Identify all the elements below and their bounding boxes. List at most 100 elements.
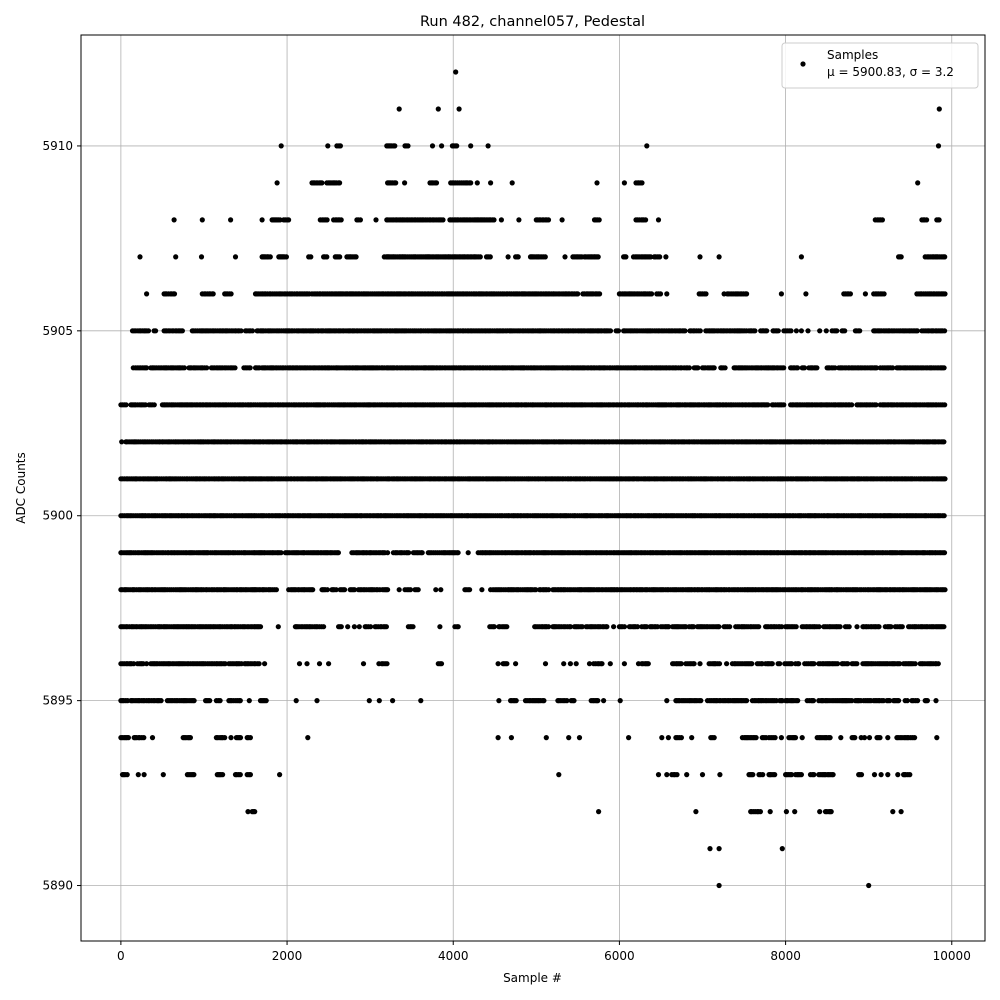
data-point <box>697 328 703 334</box>
data-point <box>857 328 863 334</box>
data-point <box>435 106 441 112</box>
data-point <box>703 291 709 297</box>
data-point <box>516 217 522 223</box>
data-point <box>278 143 284 149</box>
data-point <box>454 143 460 149</box>
data-point <box>145 328 152 334</box>
data-point <box>402 180 408 186</box>
data-point <box>310 587 316 593</box>
data-point <box>711 365 717 371</box>
data-point <box>338 217 344 223</box>
data-point <box>924 217 930 223</box>
data-point <box>899 624 905 630</box>
data-point <box>666 624 672 630</box>
data-point <box>465 550 471 556</box>
data-point <box>405 143 411 149</box>
data-point <box>468 143 474 149</box>
data-point <box>793 624 799 630</box>
data-point <box>621 624 628 630</box>
data-point <box>579 624 585 630</box>
data-point <box>545 217 552 223</box>
data-point <box>504 624 510 630</box>
data-point <box>286 217 292 223</box>
data-point <box>479 587 485 593</box>
data-point <box>321 624 327 630</box>
data-point <box>941 550 948 556</box>
data-point <box>682 328 688 334</box>
data-point <box>259 217 265 223</box>
data-point <box>801 365 808 371</box>
data-point <box>914 328 921 334</box>
data-point <box>873 402 879 408</box>
data-point <box>455 550 461 556</box>
data-point <box>308 254 314 260</box>
data-point <box>407 587 414 593</box>
data-point <box>803 291 809 297</box>
data-point <box>337 143 343 149</box>
data-point <box>862 291 869 297</box>
data-point <box>228 291 234 297</box>
data-point <box>765 402 771 408</box>
data-point <box>487 254 493 260</box>
data-point <box>623 254 629 260</box>
data-point <box>559 217 565 223</box>
data-point <box>781 402 787 408</box>
data-point <box>793 328 800 334</box>
data-point <box>635 624 641 630</box>
data-point <box>915 180 921 186</box>
data-point <box>691 624 697 630</box>
data-point <box>837 624 843 630</box>
data-point <box>816 624 822 630</box>
data-point <box>779 624 785 630</box>
data-point <box>238 328 244 334</box>
data-point <box>596 217 602 223</box>
data-point <box>575 291 581 297</box>
data-point <box>846 624 852 630</box>
data-point <box>805 328 811 334</box>
data-point <box>440 217 446 223</box>
data-points <box>118 69 948 889</box>
data-point <box>368 624 374 630</box>
data-point <box>392 143 398 149</box>
data-point <box>644 143 650 149</box>
data-point <box>941 439 947 445</box>
data-point <box>727 624 733 630</box>
data-point <box>567 624 574 630</box>
data-point <box>319 180 325 186</box>
data-point <box>505 254 511 260</box>
data-point <box>798 254 805 260</box>
data-point <box>491 217 497 223</box>
data-point <box>942 402 948 408</box>
data-point <box>515 254 521 260</box>
data-point <box>935 143 942 149</box>
data-point <box>335 550 341 556</box>
data-point <box>210 291 216 297</box>
data-point <box>942 476 948 482</box>
data-point <box>144 365 150 371</box>
data-point <box>199 217 205 223</box>
data-point <box>406 550 412 556</box>
data-point <box>275 624 281 630</box>
data-point <box>468 180 474 186</box>
data-point <box>643 217 649 223</box>
data-point <box>756 624 762 630</box>
data-point <box>686 365 693 371</box>
data-point <box>697 254 703 260</box>
data-point <box>337 180 343 186</box>
data-point <box>274 180 280 186</box>
data-point <box>338 624 344 630</box>
data-point <box>546 587 552 593</box>
data-point <box>456 106 462 112</box>
data-point <box>373 217 379 223</box>
data-point <box>873 365 880 371</box>
data-point <box>438 587 444 593</box>
data-point <box>655 217 662 223</box>
data-point <box>333 587 339 593</box>
data-point <box>644 624 650 630</box>
data-point <box>267 254 273 260</box>
data-point <box>123 402 129 408</box>
data-point <box>337 254 343 260</box>
data-point <box>657 291 664 297</box>
data-point <box>941 513 947 519</box>
data-point <box>232 365 238 371</box>
